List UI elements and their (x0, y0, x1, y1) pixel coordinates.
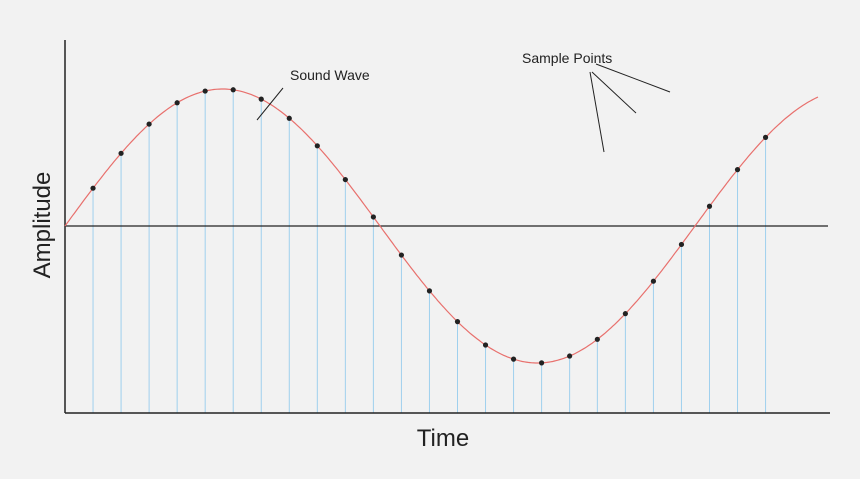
sample-points-pointers (589, 63, 671, 153)
sample-point-1 (90, 185, 96, 191)
sound-wave-pointer (256, 87, 284, 121)
sample-point-6 (230, 87, 236, 93)
sample-point-23 (706, 203, 713, 209)
sample-point-3 (146, 121, 152, 127)
sample-point-19 (594, 336, 600, 342)
sample-point-16 (510, 356, 517, 362)
sample-point-13 (426, 288, 433, 294)
sample-point-9 (314, 143, 320, 149)
sample-point-25 (762, 134, 769, 140)
y-axis-label: Amplitude (29, 172, 56, 279)
sample-points-label: Sample Points (522, 50, 612, 66)
sample-point-22 (678, 241, 685, 248)
sample-stems (92, 89, 767, 413)
sample-point-24 (734, 167, 741, 173)
sample-point-8 (286, 115, 292, 121)
sample-point-17 (538, 360, 545, 366)
sample-point-20 (622, 311, 628, 317)
sample-point-4 (174, 100, 180, 106)
sample-point-18 (567, 353, 573, 359)
sample-point-10 (342, 176, 348, 183)
sample-point-11 (370, 214, 376, 220)
sample-points (90, 87, 769, 366)
x-axis-label: Time (417, 425, 469, 452)
sound-wave-curve (64, 88, 819, 364)
sound-wave-label: Sound Wave (290, 67, 370, 83)
sample-point-14 (454, 319, 461, 325)
sample-point-5 (202, 88, 208, 94)
sample-point-15 (482, 342, 489, 348)
sample-point-7 (258, 96, 264, 102)
sample-point-21 (650, 278, 657, 284)
sample-point-12 (398, 252, 405, 258)
sample-point-2 (118, 150, 124, 156)
